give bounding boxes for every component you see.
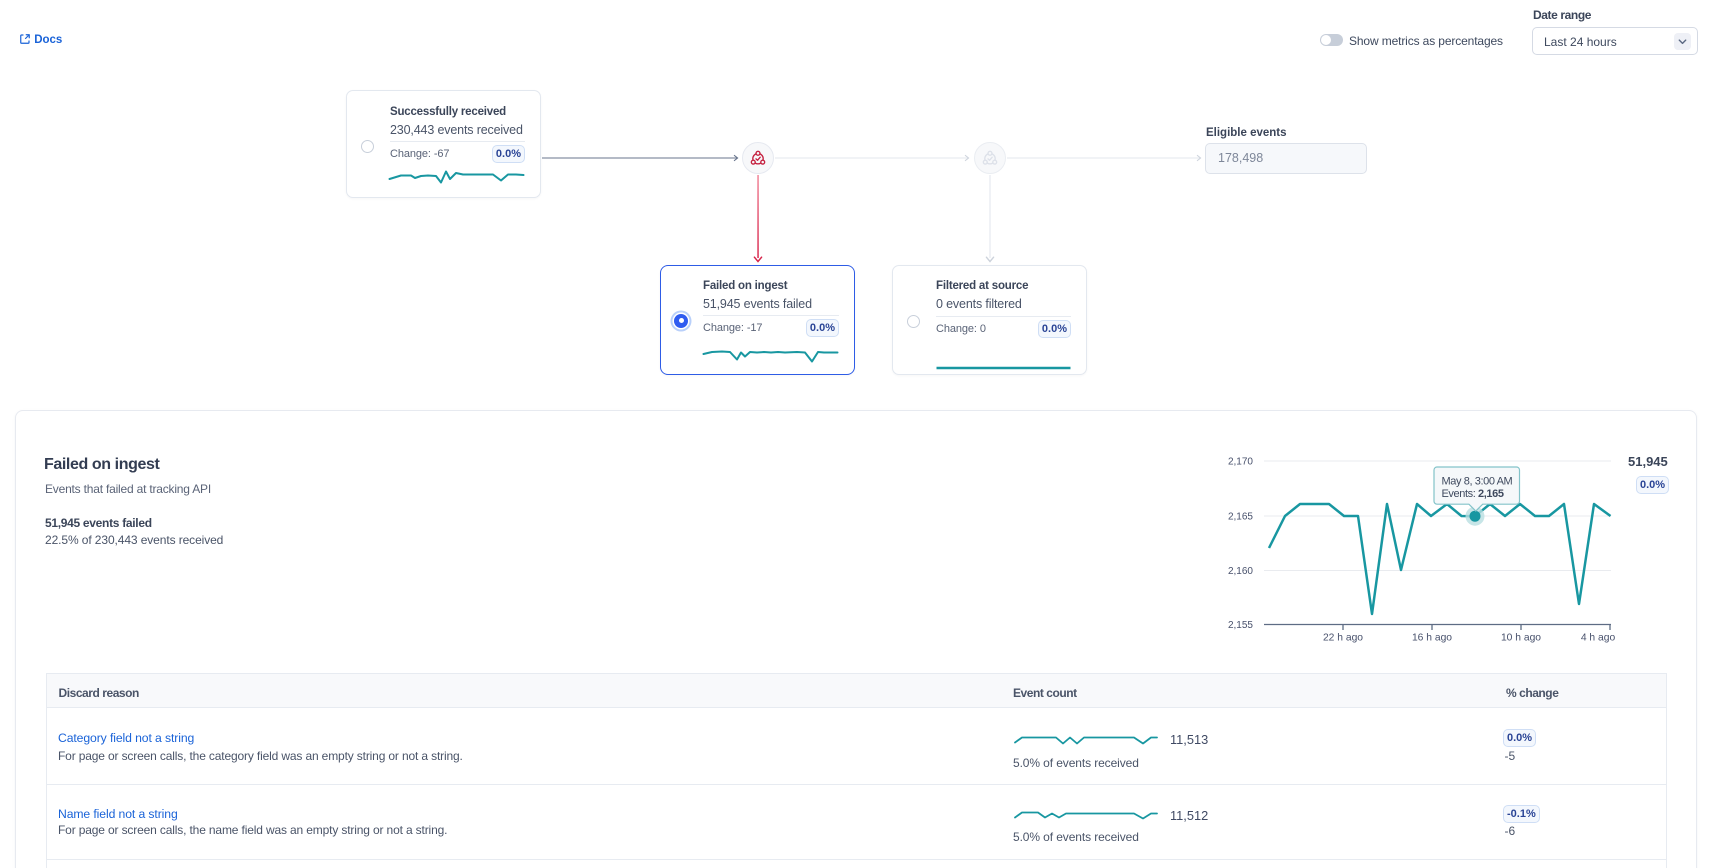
svg-text:10 h ago: 10 h ago [1501, 633, 1541, 644]
svg-text:Events: 2,165: Events: 2,165 [1442, 488, 1504, 500]
svg-text:May 8, 3:00 AM: May 8, 3:00 AM [1442, 476, 1513, 488]
svg-text:22 h ago: 22 h ago [1323, 633, 1363, 644]
svg-text:2,155: 2,155 [1228, 620, 1253, 631]
svg-text:2,170: 2,170 [1228, 457, 1253, 468]
svg-text:2,160: 2,160 [1228, 566, 1253, 577]
svg-text:16 h ago: 16 h ago [1412, 633, 1452, 644]
svg-text:2,165: 2,165 [1228, 512, 1253, 523]
svg-text:4 h ago: 4 h ago [1581, 633, 1616, 644]
